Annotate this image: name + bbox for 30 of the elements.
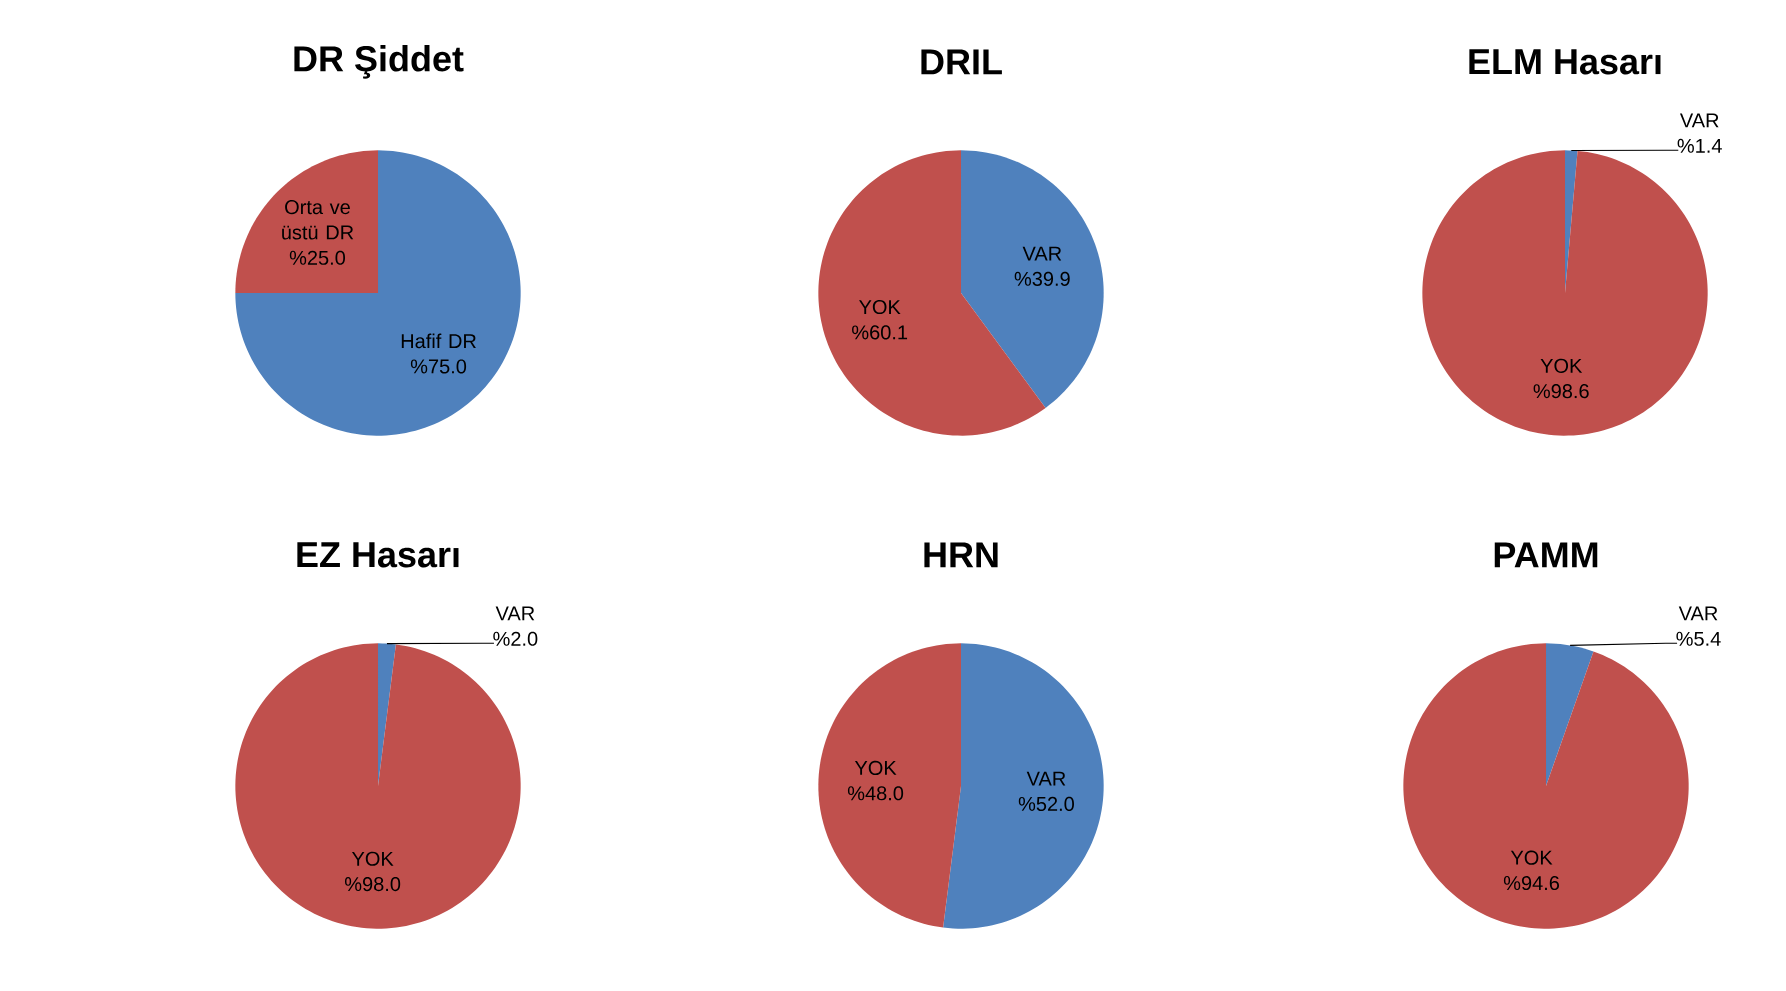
- data-label: %98.6: [1533, 384, 1589, 399]
- data-label: %60.1: [852, 325, 908, 340]
- slice-label: VAR: [1022, 246, 1062, 261]
- slice-label: VAR: [1026, 771, 1066, 786]
- data-label: %98.0: [344, 877, 401, 892]
- chart-title: ELM Hasarı: [1469, 49, 1661, 75]
- slice-label: YOK: [1540, 358, 1583, 373]
- data-label: %1.4: [1677, 138, 1722, 153]
- slice-label: Hafif DR: [401, 333, 476, 349]
- slice-label: VAR: [1679, 113, 1719, 128]
- slice-label: YOK: [859, 299, 901, 315]
- data-label: %25.0: [289, 250, 346, 265]
- data-label: %5.4: [1676, 631, 1721, 646]
- chart-title: DR Şiddet: [294, 45, 464, 79]
- chart-title: HRN: [924, 542, 998, 568]
- slice-label: Orta ve üstü DR: [282, 200, 354, 240]
- slice-label: YOK: [1510, 850, 1553, 865]
- slice-label: YOK: [854, 760, 897, 776]
- data-label: %94.6: [1503, 875, 1560, 891]
- data-label: %2.0: [493, 631, 538, 646]
- slice-label: YOK: [351, 851, 394, 866]
- data-label: %52.0: [1018, 796, 1074, 812]
- chart-title: DRIL: [921, 49, 1002, 75]
- data-label: %75.0: [410, 359, 467, 374]
- chart-title: EZ Hasarı: [297, 542, 459, 568]
- data-label: %39.9: [1014, 271, 1070, 286]
- data-label: %48.0: [847, 786, 904, 801]
- chart-title: PAMM: [1494, 542, 1598, 568]
- slice-label: VAR: [495, 606, 535, 621]
- slice-label: VAR: [1678, 606, 1718, 621]
